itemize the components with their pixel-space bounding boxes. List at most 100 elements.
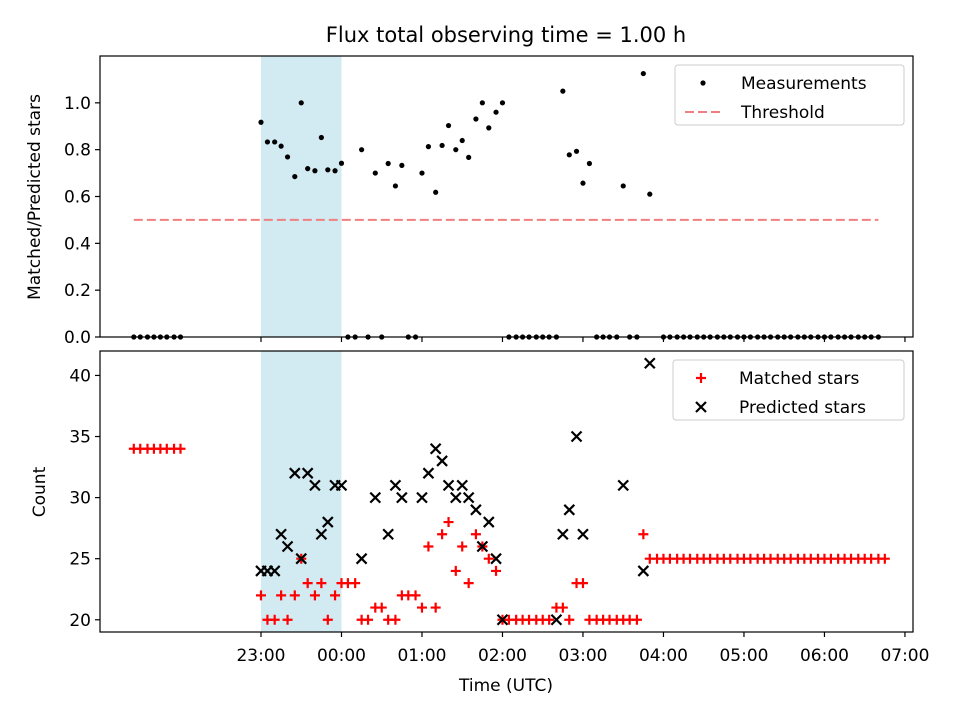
matched-star-marker [483, 553, 494, 564]
measurement-point [439, 142, 445, 149]
predicted-star-marker [490, 552, 502, 565]
predicted-star-marker [275, 528, 287, 541]
bottom-y-axis-label: Count [30, 466, 50, 517]
bottom-x-tick-label: 05:00 [719, 646, 768, 666]
bottom-plot-area: 20 25 30 35 40 23:00 00:00 01:00 02:00 03:00 04:00… [69, 350, 929, 666]
predicted-star-marker [281, 540, 294, 553]
top-plot-area: 0.0 0.2 0.4 0.6 0.8 1.0 Measurements Threshold [64, 55, 914, 348]
measurement-point [284, 154, 291, 160]
matched-star-marker [302, 578, 313, 589]
measurement-point [419, 170, 425, 176]
top-y-tick-label: 0.4 [64, 234, 91, 254]
measurement-point [305, 166, 311, 172]
measurement-point [392, 183, 399, 189]
predicted-star-marker [389, 479, 402, 492]
bottom-x-tick-label: 06:00 [800, 646, 849, 666]
matched-star-marker [577, 578, 588, 589]
predicted-star-marker [436, 455, 448, 467]
predicted-star-marker [309, 479, 321, 492]
predicted-star-marker [563, 504, 576, 516]
matched-star-marker [463, 578, 474, 589]
bottom-x-tick-label: 07:00 [880, 646, 929, 666]
matched-star-marker [638, 529, 649, 540]
matched-star-marker [376, 602, 387, 613]
matched-star-marker [457, 541, 468, 552]
measurement-point [573, 148, 580, 154]
legend-label: Measurements [741, 74, 867, 94]
predicted-star-marker [470, 504, 482, 516]
measurement-point [473, 116, 479, 122]
predicted-star-marker [442, 479, 455, 492]
top-y-tick-label: 0.8 [64, 141, 91, 161]
measurement-point [479, 100, 485, 106]
measurement-point [359, 147, 365, 153]
predicted-star-marker [557, 528, 569, 541]
matched-star-marker [470, 529, 481, 540]
measurement-point [372, 170, 378, 176]
matched-star-marker [276, 590, 287, 601]
predicted-star-marker [496, 614, 509, 626]
bottom-legend: Matched stars Predicted stars [672, 359, 905, 421]
measurement-point [278, 143, 284, 149]
matched-star-marker [316, 578, 327, 589]
predicted-star-marker [301, 467, 314, 479]
matched-star-marker [416, 602, 427, 613]
matched-star-marker [544, 614, 555, 625]
measurement-point [566, 152, 572, 158]
bottom-x-tick-label: 03:00 [558, 646, 607, 666]
predicted-star-marker [289, 467, 301, 479]
measurement-point [325, 167, 331, 173]
measurement-point [338, 160, 345, 166]
matched-star-marker [564, 614, 575, 625]
matched-star-marker [631, 614, 642, 625]
measurement-point [580, 180, 586, 186]
predicted-star-marker [450, 491, 462, 504]
predicted-star-marker [315, 528, 328, 541]
measurement-point [385, 160, 391, 167]
legend-label: Threshold [740, 103, 825, 123]
matched-star-marker [437, 529, 448, 540]
measurement-point [318, 134, 324, 141]
matched-star-marker [269, 614, 280, 625]
matched-star-marker [363, 614, 374, 625]
bottom-x-tick-label: 23:00 [236, 646, 285, 666]
measurement-point [399, 162, 405, 168]
legend-predicted-swatch [695, 401, 707, 413]
matched-star-marker [330, 590, 341, 601]
measurement-point [466, 154, 472, 160]
predicted-star-marker [476, 540, 489, 553]
matched-star-marker [557, 602, 568, 613]
bottom-axes-frame [99, 350, 914, 633]
measurement-point [425, 144, 432, 150]
matched-star-marker [309, 590, 320, 601]
predicted-star-marker [637, 565, 650, 577]
measurement-point [493, 109, 499, 115]
bottom-x-tick-label: 00:00 [317, 646, 366, 666]
predicted-star-marker [416, 491, 428, 504]
predicted-star-marker [483, 516, 495, 528]
bottom-series-1 [255, 357, 656, 626]
predicted-star-marker [369, 491, 382, 504]
top-y-tick-label: 1.0 [64, 94, 91, 114]
chart-title: Flux total observing time = 1.00 h [326, 23, 686, 47]
predicted-star-marker [382, 528, 394, 541]
matched-star-marker [282, 614, 293, 625]
bottom-x-tick-label: 02:00 [478, 646, 527, 666]
predicted-star-marker [550, 614, 563, 626]
measurement-point [459, 137, 465, 144]
matched-star-marker [879, 553, 890, 564]
top-y-axis-label: Matched/Predicted stars [25, 94, 45, 300]
bottom-y-tick-label: 35 [69, 428, 91, 448]
top-y-tick-label: 0.6 [64, 188, 91, 208]
predicted-star-marker [617, 479, 629, 492]
bottom-series-0 [128, 443, 890, 625]
matched-star-marker [322, 614, 333, 625]
predicted-star-marker [570, 430, 583, 443]
bottom-shaded-interval [260, 351, 342, 632]
bottom-y-tick-label: 30 [69, 489, 91, 509]
legend-label: Matched stars [739, 369, 859, 389]
measurement-point [560, 88, 566, 94]
legend-label: Predicted stars [739, 398, 866, 418]
measurement-point [298, 100, 304, 106]
